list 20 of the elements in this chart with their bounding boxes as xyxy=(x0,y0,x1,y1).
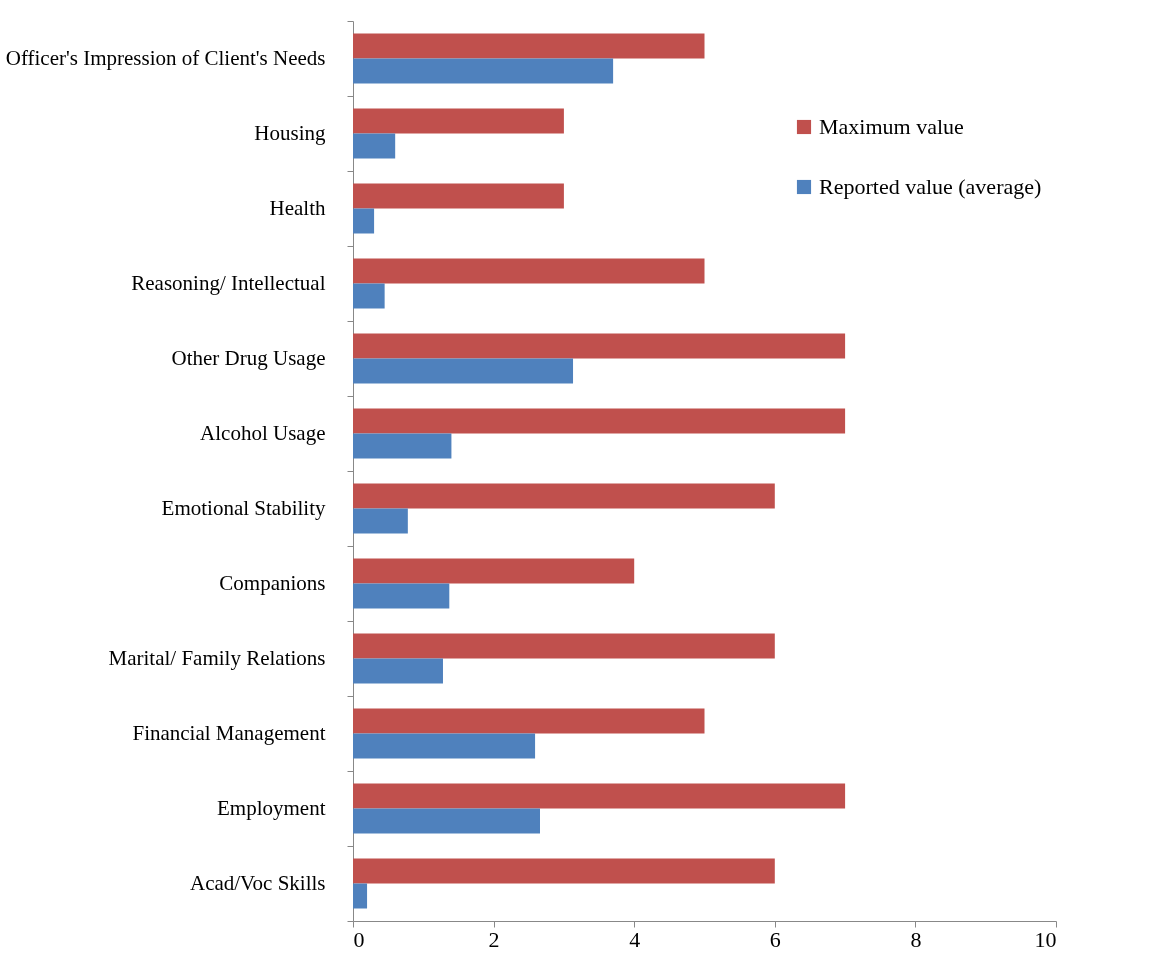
x-tick-label: 6 xyxy=(769,926,781,952)
y-tick-label: Reasoning/ Intellectual xyxy=(131,271,326,295)
y-tick-label: Health xyxy=(269,196,326,220)
y-tick-label: Employment xyxy=(217,796,326,820)
y-tick-label: Alcohol Usage xyxy=(200,421,326,445)
legend-label: Maximum value xyxy=(819,114,964,139)
x-tick-label: 10 xyxy=(1034,926,1057,952)
x-tick-label: 8 xyxy=(910,926,922,952)
y-tick-label: Financial Management xyxy=(132,721,326,745)
legend-label: Reported value (average) xyxy=(819,174,1042,199)
y-tick-label: Emotional Stability xyxy=(161,496,326,520)
y-tick-label: Acad/Voc Skills xyxy=(189,871,326,895)
x-tick-label: 0 xyxy=(353,926,365,952)
y-tick-label: Other Drug Usage xyxy=(171,346,326,370)
x-tick-label: 2 xyxy=(488,926,500,952)
y-tick-label: Companions xyxy=(219,571,326,595)
y-tick-label: Housing xyxy=(254,121,326,145)
y-tick-label: Marital/ Family Relations xyxy=(108,646,326,670)
x-tick-label: 4 xyxy=(629,926,641,952)
y-tick-label: Officer's Impression of Client's Needs xyxy=(5,46,326,70)
